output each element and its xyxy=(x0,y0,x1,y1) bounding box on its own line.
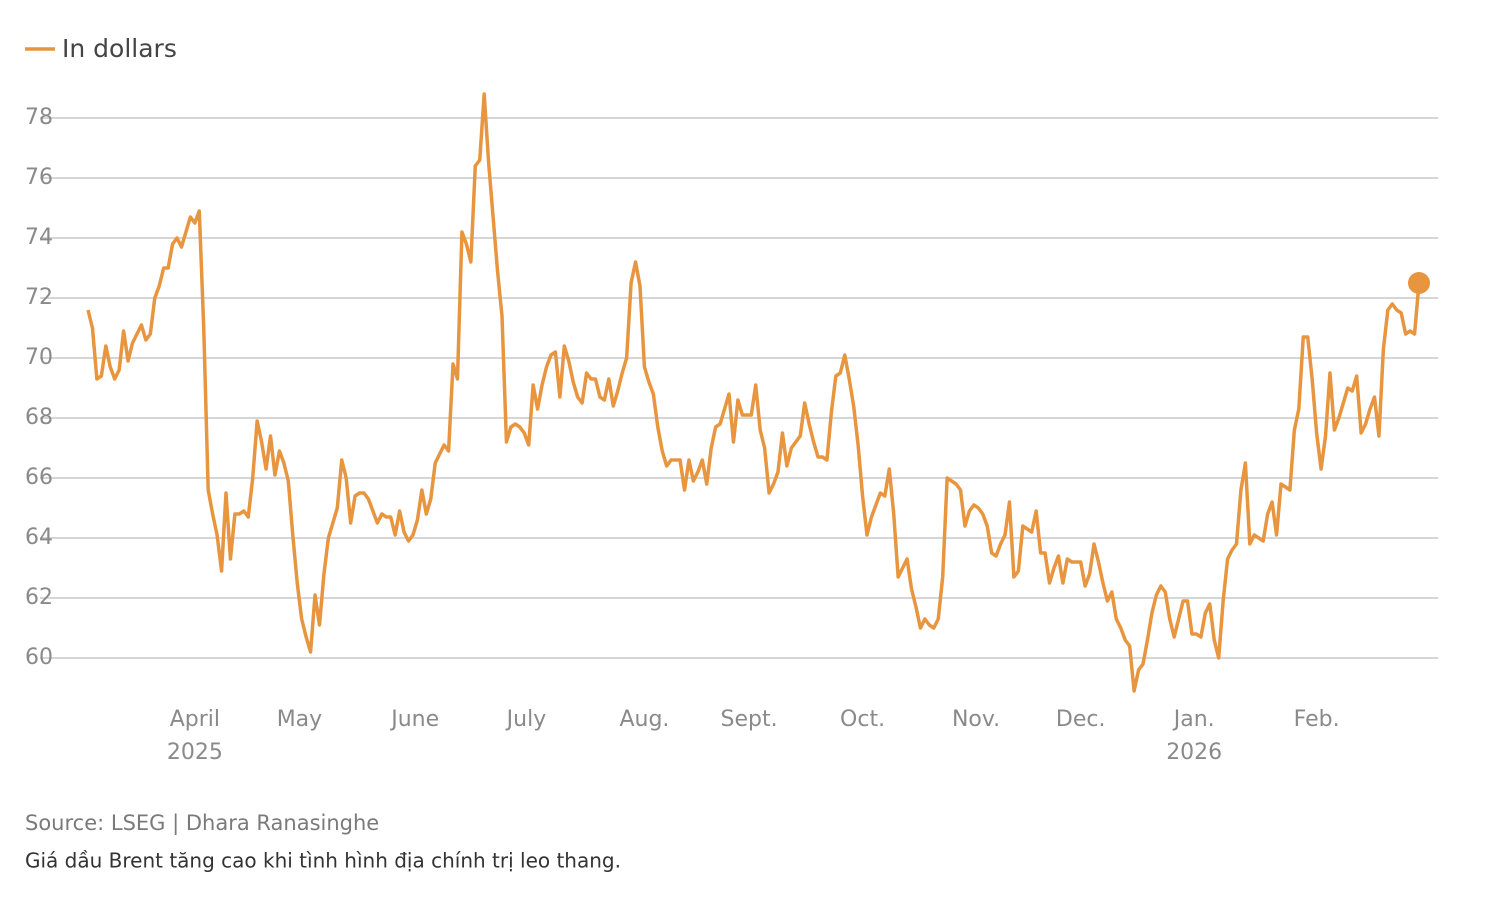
x-tick-label: Jan. 2026 xyxy=(1166,707,1222,765)
caption: Giá dầu Brent tăng cao khi tình hình địa… xyxy=(25,849,621,873)
y-tick-label: 70 xyxy=(25,345,53,370)
y-tick-label: 62 xyxy=(25,585,53,610)
y-tick-label: 74 xyxy=(25,225,53,250)
y-tick-label: 60 xyxy=(25,645,53,670)
y-tick-label: 72 xyxy=(25,285,53,310)
y-tick-label: 76 xyxy=(25,165,53,190)
y-tick-label: 66 xyxy=(25,465,53,490)
x-tick-label: Oct. xyxy=(840,707,885,732)
y-tick-label: 78 xyxy=(25,105,53,130)
price-line xyxy=(86,92,1421,693)
legend-label: In dollars xyxy=(62,34,177,63)
x-tick-label: July xyxy=(505,707,547,732)
x-tick-label: April 2025 xyxy=(167,707,223,765)
x-tick-label: Dec. xyxy=(1056,707,1106,732)
x-tick-label: June xyxy=(389,707,439,732)
x-tick-label: Aug. xyxy=(619,707,669,732)
last-point xyxy=(1408,272,1430,294)
x-tick-label: Nov. xyxy=(952,707,1000,732)
y-tick-label: 64 xyxy=(25,525,53,550)
y-tick-label: 68 xyxy=(25,405,53,430)
x-tick-label: Sept. xyxy=(721,707,778,732)
x-tick-label: Feb. xyxy=(1294,707,1340,732)
source: Source: LSEG | Dhara Ranasinghe xyxy=(25,811,379,836)
x-tick-label: May xyxy=(277,707,322,732)
